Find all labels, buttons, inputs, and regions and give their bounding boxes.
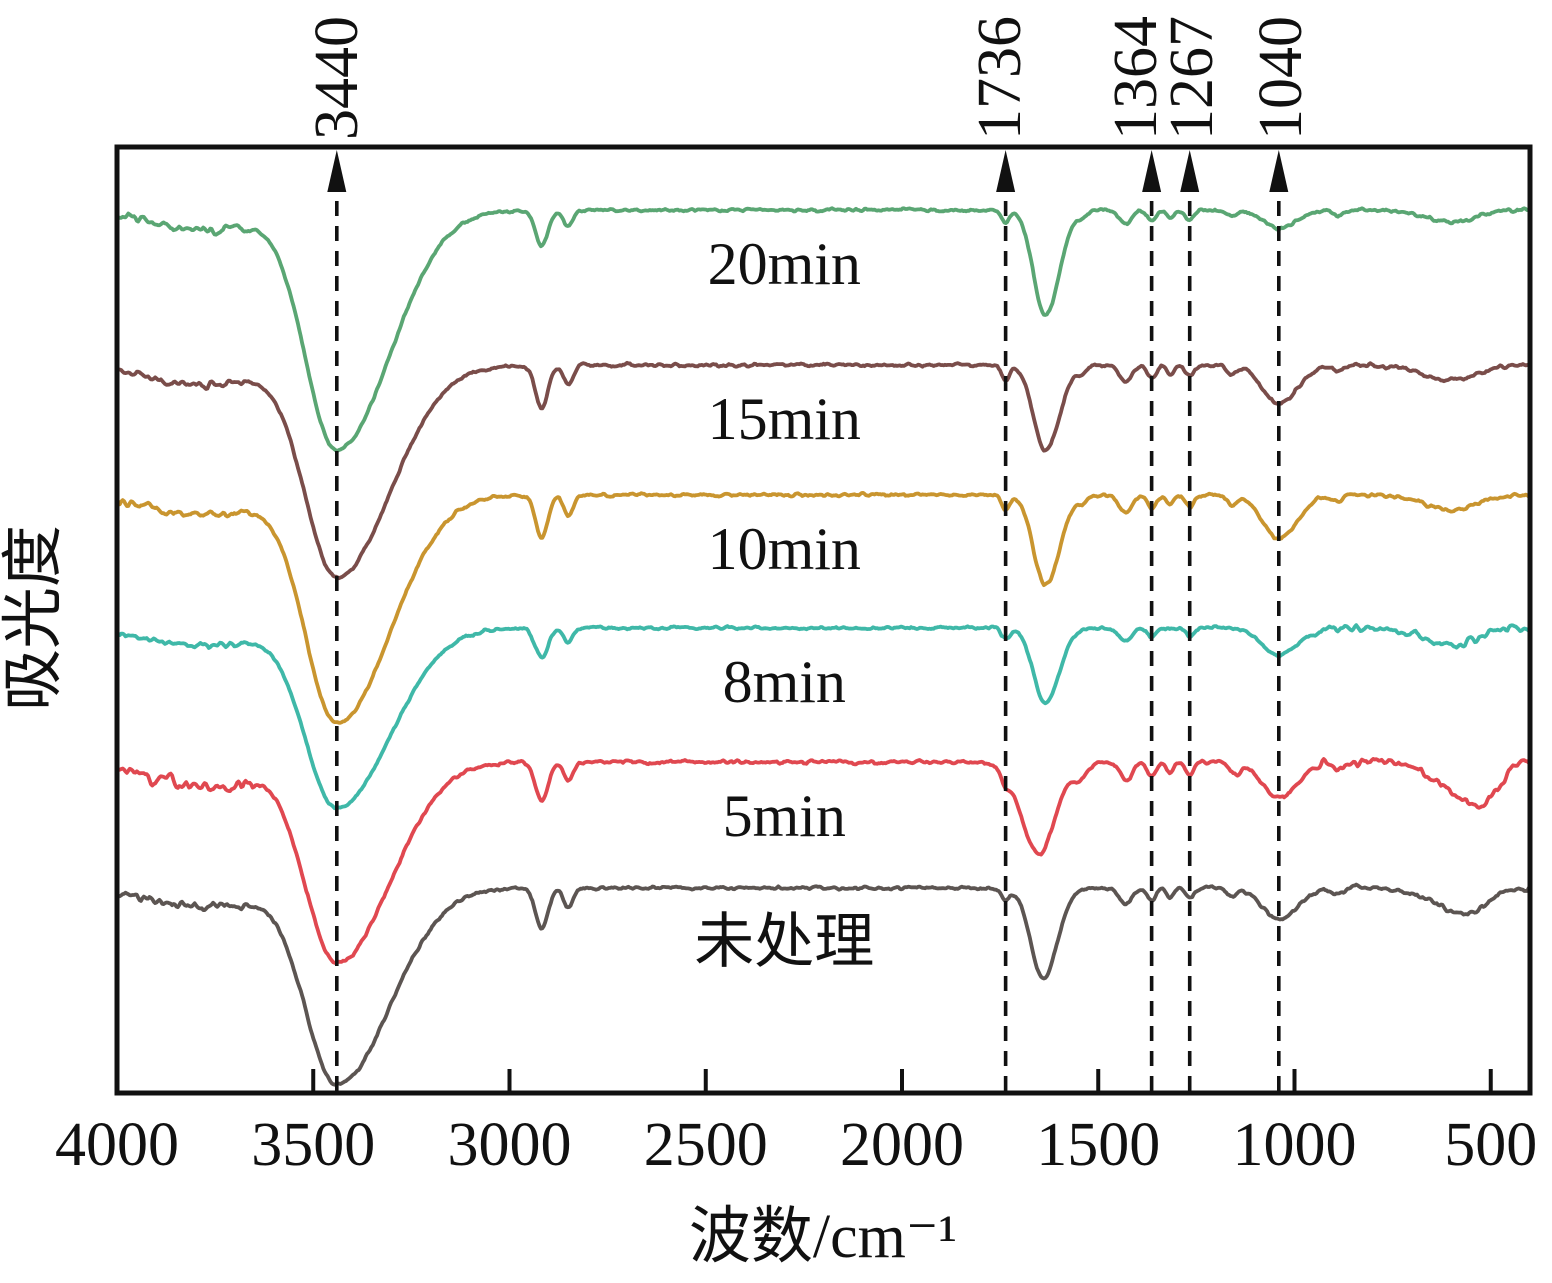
curve-label: 20min — [707, 231, 861, 297]
x-tick-label: 1500 — [1036, 1111, 1161, 1179]
peak-arrow — [327, 150, 347, 192]
x-tick-label: 3000 — [447, 1111, 572, 1179]
x-axis-title: 波数/cm⁻¹ — [688, 1203, 958, 1271]
y-axis-title: 吸光度 — [0, 524, 68, 712]
spectrum-curve-5min — [115, 757, 1532, 966]
curve-label: 未处理 — [694, 909, 875, 975]
peak-label: 1040 — [1246, 16, 1315, 140]
peak-arrow — [1180, 150, 1200, 192]
x-tick-label: 2500 — [643, 1111, 768, 1179]
x-tick-label: 2000 — [840, 1111, 964, 1179]
spectrum-curve-8min — [115, 623, 1532, 811]
spectrum-curve-20min — [115, 206, 1532, 453]
curve-label: 15min — [707, 386, 861, 452]
peak-label: 1267 — [1157, 16, 1226, 140]
axes-frame — [114, 144, 1533, 1096]
x-tick-label: 1000 — [1232, 1111, 1357, 1179]
curve-label: 10min — [707, 516, 861, 582]
curve-label: 5min — [722, 783, 846, 849]
x-tick-label: 3500 — [251, 1111, 376, 1179]
spectrum-curve-15min — [115, 360, 1532, 581]
spectrum-curve-10min — [115, 491, 1532, 725]
peak-label: 3440 — [302, 16, 371, 140]
x-tick-label: 500 — [1444, 1111, 1538, 1179]
peak-label: 1736 — [965, 16, 1034, 140]
x-tick-label: 4000 — [55, 1111, 179, 1179]
peak-arrow — [996, 150, 1016, 192]
peak-arrow — [1142, 150, 1162, 192]
spectrum-curve-未处理 — [115, 882, 1532, 1087]
peak-arrow — [1269, 150, 1289, 192]
curve-label: 8min — [722, 649, 846, 715]
